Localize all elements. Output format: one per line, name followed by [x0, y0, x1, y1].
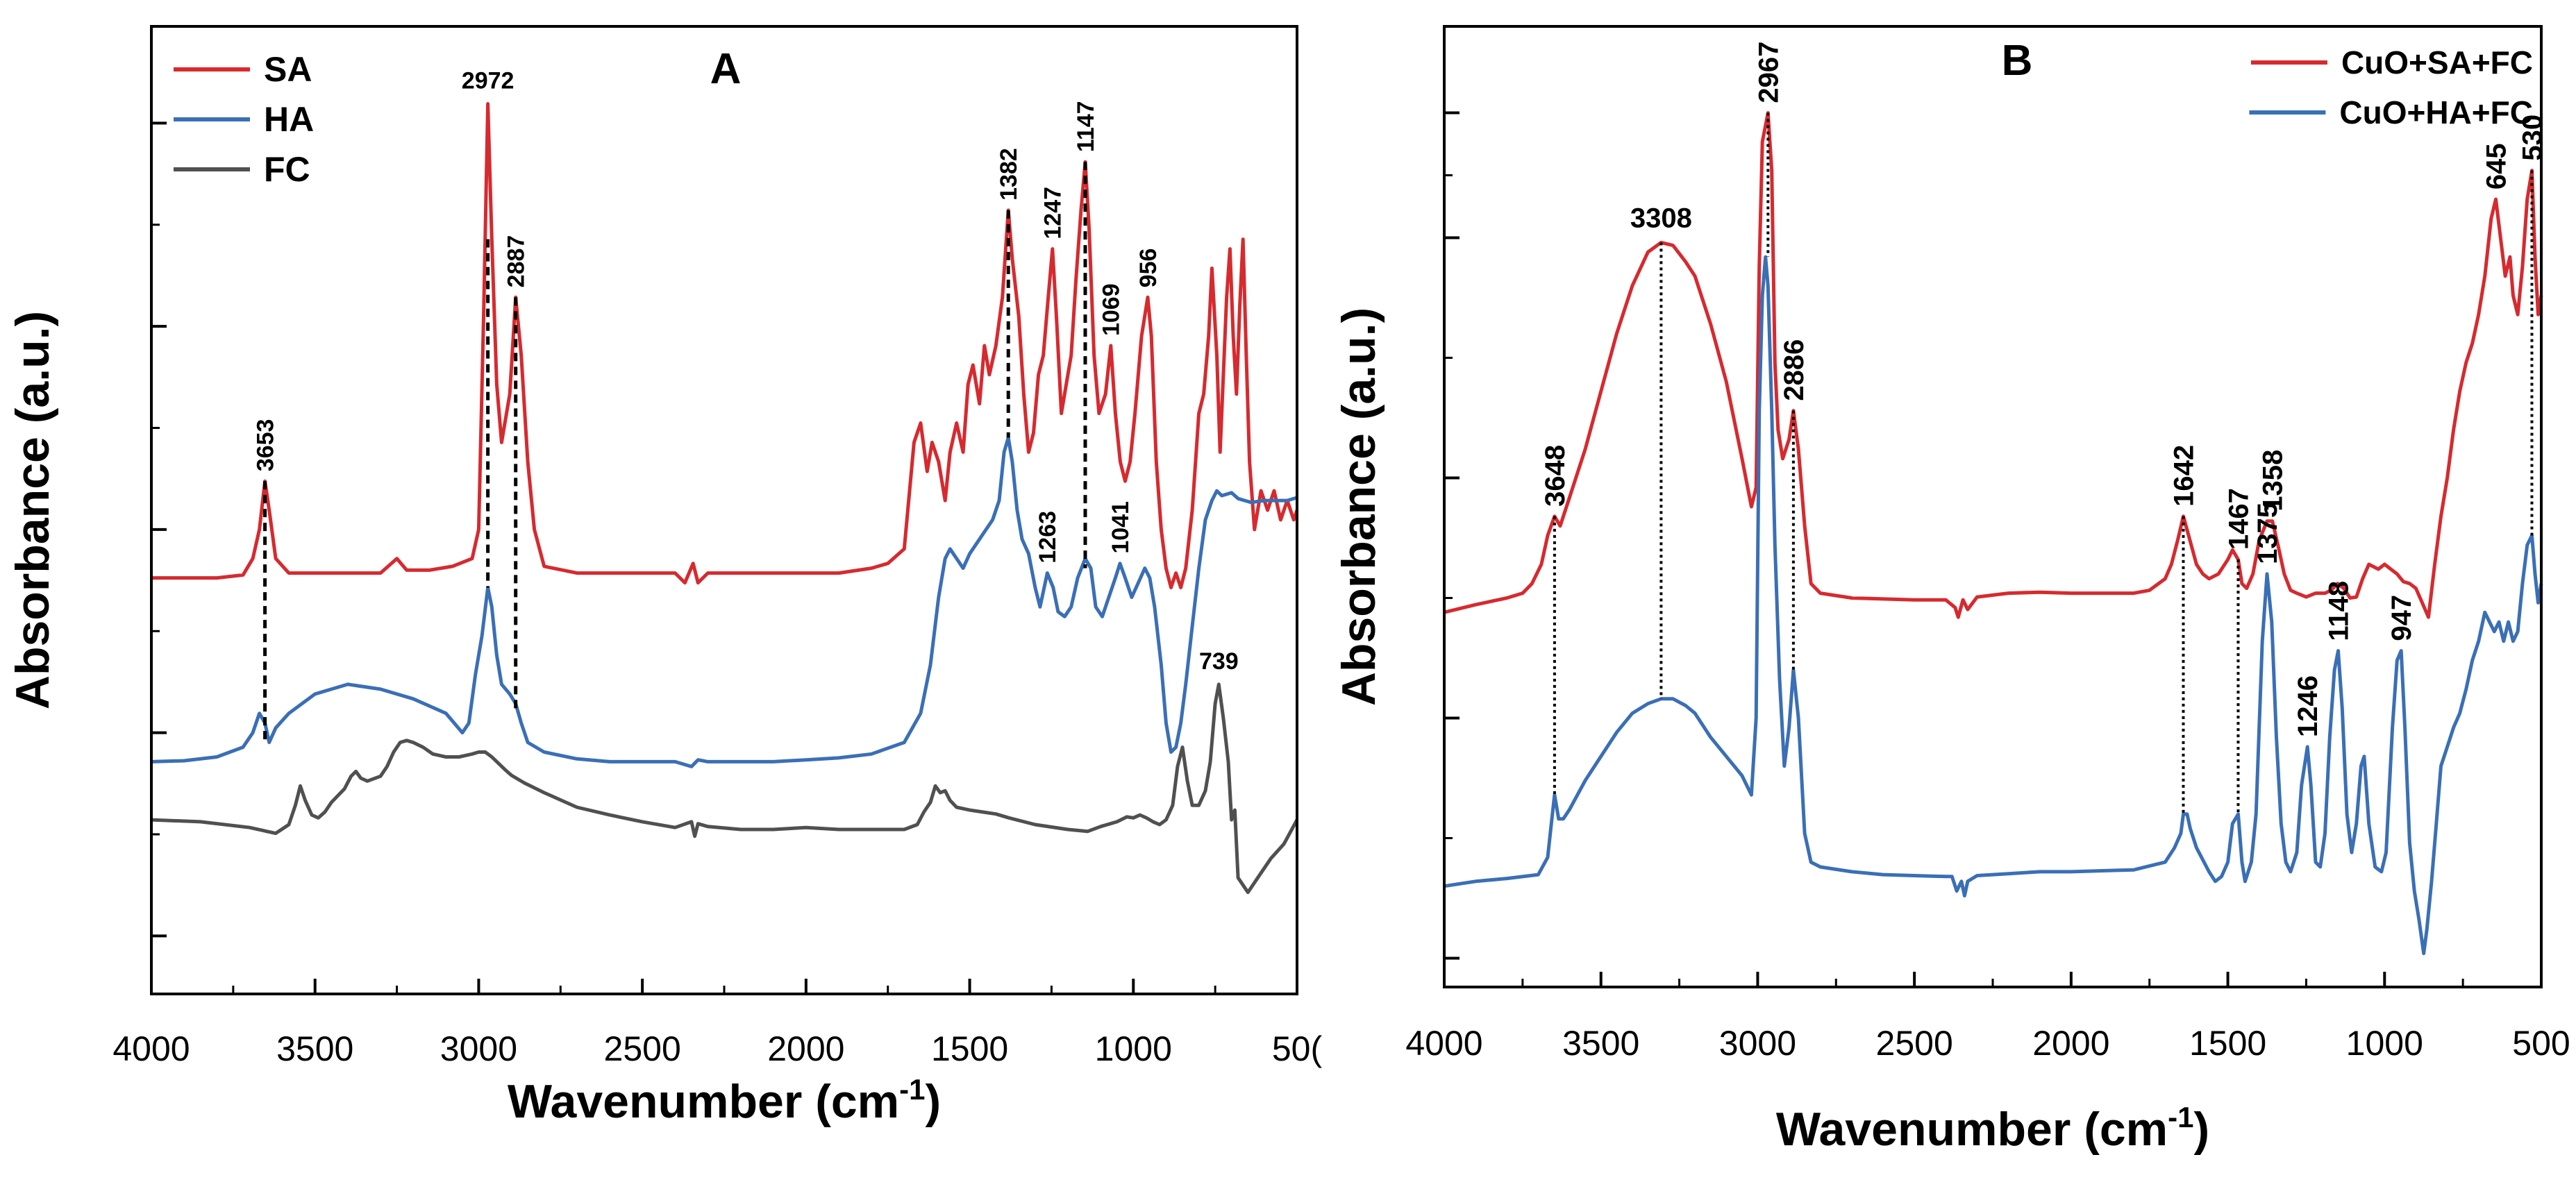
x-axis-title-close: ) — [2194, 1103, 2210, 1156]
peak-label-1358: 1358 — [2258, 450, 2289, 512]
x-axis-title-superscript: -1 — [899, 1073, 925, 1106]
peak-label-2967: 2967 — [1753, 42, 1784, 103]
panel-title: A — [710, 45, 742, 93]
legend-label: FC — [264, 150, 310, 189]
peak-label-1069: 1069 — [1098, 283, 1125, 336]
chart-panel-b: 4000 3500 3000 2500 2000 1500 1000 500 Absorbanc… — [1332, 25, 2570, 1156]
peak-label-530: 530 — [2517, 115, 2548, 161]
x-tick-label: 2000 — [767, 1029, 844, 1068]
peak-label-3308: 3308 — [1630, 203, 1692, 233]
peak-label-1148: 1148 — [2323, 581, 2354, 641]
x-tick-label: 50( — [1272, 1029, 1323, 1068]
chart-panel-a: 4000 3500 3000 2500 2000 1500 1000 50( Absorbanc… — [6, 25, 1323, 1128]
x-tick-label: 3000 — [440, 1029, 517, 1068]
x-axis-title: Wavenumber (cm-1) — [1776, 1101, 2209, 1156]
peak-label-1147: 1147 — [1073, 101, 1099, 152]
x-tick-label: 500 — [2512, 1024, 2570, 1063]
peak-label-645: 645 — [2482, 143, 2512, 189]
peak-label-1642: 1642 — [2168, 445, 2199, 507]
x-axis-title-close: ) — [926, 1075, 942, 1128]
peak-label-2972: 2972 — [462, 68, 515, 94]
series-line-cuo-sa-fc — [1444, 111, 2543, 619]
legend-label: HA — [264, 100, 314, 139]
x-tick-label: 3500 — [1562, 1024, 1639, 1063]
peak-label-2887: 2887 — [503, 235, 530, 288]
x-tick-label: 2000 — [2032, 1024, 2109, 1063]
legend: CuO+SA+FC CuO+HA+FC — [2249, 44, 2533, 130]
series-line-ha — [151, 436, 1298, 768]
x-tick-label: 1000 — [1095, 1029, 1172, 1068]
peak-label-1041: 1041 — [1107, 501, 1134, 554]
x-axis-title-main: Wavenumber (cm — [508, 1075, 899, 1128]
x-tick-label: 4000 — [112, 1029, 190, 1068]
legend: SA HA FC — [174, 50, 314, 189]
peak-label-1375: 1375 — [2252, 503, 2283, 564]
series-line-fc — [151, 682, 1299, 895]
x-tick-label: 4000 — [1405, 1024, 1482, 1063]
peak-label-2886: 2886 — [1779, 339, 1809, 401]
peak-label-3648: 3648 — [1540, 445, 1571, 507]
peak-label-1247: 1247 — [1040, 187, 1067, 239]
peak-label-947: 947 — [2386, 595, 2417, 641]
peak-label-739: 739 — [1199, 648, 1239, 675]
peak-label-1467: 1467 — [2223, 488, 2254, 550]
panel-title: B — [2002, 37, 2033, 85]
x-tick-label: 1500 — [931, 1029, 1008, 1068]
y-axis-title: Absorbance (a.u.) — [1332, 307, 1385, 706]
legend-label: CuO+HA+FC — [2339, 94, 2533, 130]
x-tick-label: 2500 — [604, 1029, 681, 1068]
x-tick-label: 2500 — [1876, 1024, 1953, 1063]
legend-label: CuO+SA+FC — [2341, 44, 2533, 81]
x-tick-label: 1000 — [2346, 1024, 2423, 1063]
series-line-cuo-ha-fc — [1444, 255, 2543, 956]
peak-label-1382: 1382 — [996, 148, 1022, 201]
peak-label-3653: 3653 — [252, 419, 278, 472]
x-axis-title: Wavenumber (cm-1) — [508, 1073, 941, 1128]
x-axis-title-main: Wavenumber (cm — [1776, 1103, 2168, 1156]
x-axis-title-superscript: -1 — [2168, 1101, 2193, 1133]
x-tick-label: 1500 — [2189, 1024, 2266, 1063]
x-tick-label: 3000 — [1719, 1024, 1796, 1063]
x-tick-label: 3500 — [276, 1029, 353, 1068]
peak-label-1246: 1246 — [2293, 675, 2323, 737]
plot-frame — [1443, 25, 2543, 988]
peak-label-1263: 1263 — [1035, 511, 1061, 564]
series-line-sa — [151, 102, 1299, 589]
legend-label: SA — [264, 50, 312, 89]
peak-label-956: 956 — [1135, 248, 1162, 288]
y-axis-title: Absorbance (a.u.) — [6, 311, 59, 709]
